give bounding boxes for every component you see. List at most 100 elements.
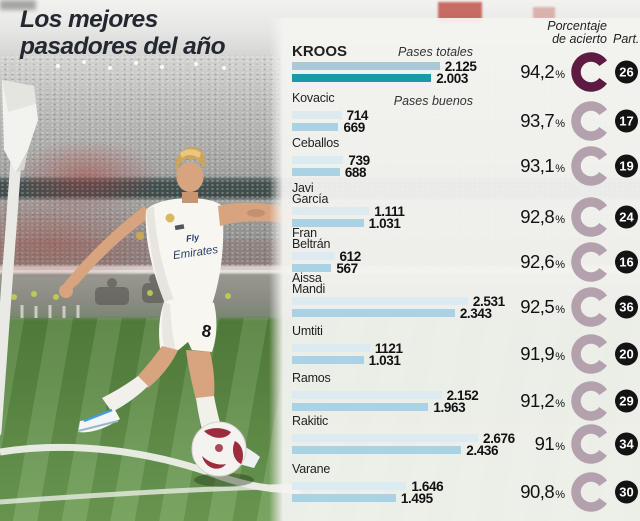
- accuracy-ring-icon: [571, 197, 611, 237]
- club-crest: [165, 213, 175, 223]
- player-name: Javi García: [292, 181, 329, 206]
- player-row: Umtiti 1121 1.031 91,9% 20: [283, 325, 640, 374]
- good-passes-bar: [292, 219, 364, 227]
- player-name: Aissa Mandi: [292, 271, 326, 296]
- total-passes-bar: [292, 156, 344, 164]
- accuracy-ring-icon: [571, 424, 611, 464]
- total-passes-value: 2.125: [444, 58, 477, 74]
- accuracy-ring-icon: [571, 287, 611, 327]
- good-passes-value: 1.031: [368, 215, 401, 231]
- football: [191, 421, 254, 487]
- good-passes-bar: [292, 264, 332, 272]
- good-passes-value: 2.343: [459, 305, 492, 321]
- participation-badge: 30: [615, 480, 638, 504]
- good-passes-value: 1.031: [368, 352, 401, 368]
- total-passes-value: 739: [348, 152, 370, 168]
- player-name: Varane: [292, 462, 331, 476]
- good-passes-value: 688: [344, 164, 367, 180]
- participation-badge: 34: [615, 432, 638, 456]
- accuracy-number: 94,2: [520, 61, 555, 82]
- total-passes-bar: [292, 344, 370, 352]
- total-passes-value: 1121: [374, 340, 403, 356]
- percent-sign: %: [555, 259, 565, 271]
- accuracy-number: 93,1: [520, 155, 555, 176]
- accuracy-value: 91%: [483, 433, 565, 455]
- good-passes-bar: [292, 168, 340, 176]
- good-passes-bar: [292, 356, 364, 364]
- accuracy-ring-icon: [571, 472, 611, 512]
- scoreboard-blob: [533, 7, 555, 19]
- player-bars: 1121 1.031: [283, 340, 640, 368]
- good-passes-bar: [292, 403, 429, 411]
- total-passes-bar: [292, 207, 370, 215]
- good-passes-label: Pases buenos: [393, 94, 473, 108]
- player-name: Rakitic: [292, 414, 329, 428]
- accuracy-value: 92,5%: [483, 296, 565, 318]
- player-row: Javi García 1.111 1.031 92,8% 24: [283, 181, 640, 237]
- total-passes-bar: [292, 434, 478, 442]
- accuracy-number: 92,8: [520, 206, 555, 227]
- scoreboard-blob: [438, 2, 482, 22]
- percent-sign: %: [555, 441, 565, 453]
- player-name: Ceballos: [292, 136, 340, 150]
- player-kroos: Fly Emirates 8: [59, 146, 300, 468]
- total-passes-value: 1.646: [411, 478, 444, 494]
- percent-sign: %: [555, 351, 565, 363]
- player-row: Rakitic 2.676 2.436 91% 34: [283, 414, 640, 464]
- jersey-number: 8: [200, 321, 212, 341]
- total-passes-value: 714: [346, 107, 369, 123]
- accuracy-value: 92,6%: [483, 251, 565, 273]
- accuracy-number: 91,9: [520, 343, 555, 364]
- sleeve-patch: [136, 232, 144, 240]
- total-passes-label: Pases totales: [397, 45, 473, 59]
- stats-panel: Porcentaje de acierto Part. Pases totale…: [269, 18, 640, 521]
- percent-sign: %: [555, 69, 565, 81]
- good-passes-bar: [292, 446, 462, 454]
- accuracy-value: 94,2%: [483, 61, 565, 83]
- page-title: Los mejores pasadores del año: [20, 6, 226, 60]
- player-bars: 2.125 2.003: [283, 58, 640, 86]
- total-passes-value: 2.676: [482, 430, 515, 446]
- player-row: Ceballos 739 688 93,1% 19: [283, 136, 640, 186]
- player-row: KROOS 2.125 2.003 94,2% 26: [283, 43, 640, 92]
- total-passes-bar: [292, 391, 442, 399]
- participation-badge: 26: [615, 60, 638, 84]
- participation-header: Part.: [613, 32, 640, 46]
- player-bars: 1.111 1.031: [283, 203, 640, 231]
- accuracy-ring-icon: [571, 334, 611, 374]
- percent-sign: %: [555, 489, 565, 501]
- accuracy-ring-icon: [571, 381, 611, 421]
- good-passes-value: 1.495: [400, 490, 433, 506]
- player-bars: 1.646 1.495: [283, 478, 640, 506]
- pitch-lines: [0, 443, 300, 505]
- good-passes-value: 2.003: [436, 70, 468, 86]
- player-name: KROOS: [292, 43, 348, 60]
- player-illustration: Fly Emirates 8: [0, 60, 300, 505]
- jersey-sponsor-line1: Fly: [185, 232, 200, 244]
- player-bars: 2.676 2.436: [283, 430, 640, 458]
- accuracy-ring-icon: [571, 146, 611, 186]
- percent-sign: %: [555, 163, 565, 175]
- good-passes-value: 2.436: [466, 442, 499, 458]
- total-passes-bar: [292, 111, 342, 119]
- participation-badge: 29: [615, 389, 638, 413]
- player-bars: 612 567: [283, 248, 640, 276]
- corner-flag: [0, 80, 38, 436]
- accuracy-number: 92,5: [520, 296, 555, 317]
- accuracy-value: 93,1%: [483, 155, 565, 177]
- good-passes-value: 567: [336, 260, 358, 276]
- player-bars: 739 688: [283, 152, 640, 180]
- accuracy-number: 91,2: [520, 390, 555, 411]
- total-passes-value: 2.531: [472, 293, 505, 309]
- total-passes-bar: [292, 62, 440, 70]
- floodlight-glints: [56, 60, 226, 70]
- player-name: Fran Beltrán: [292, 226, 331, 251]
- participation-badge: 20: [615, 342, 638, 366]
- total-passes-value: 1.111: [374, 203, 405, 219]
- participation-badge: 36: [615, 295, 638, 319]
- accuracy-number: 91: [534, 433, 555, 454]
- corner-shadow: [0, 0, 36, 10]
- total-passes-value: 612: [339, 248, 362, 264]
- accuracy-ring-icon: [571, 101, 611, 141]
